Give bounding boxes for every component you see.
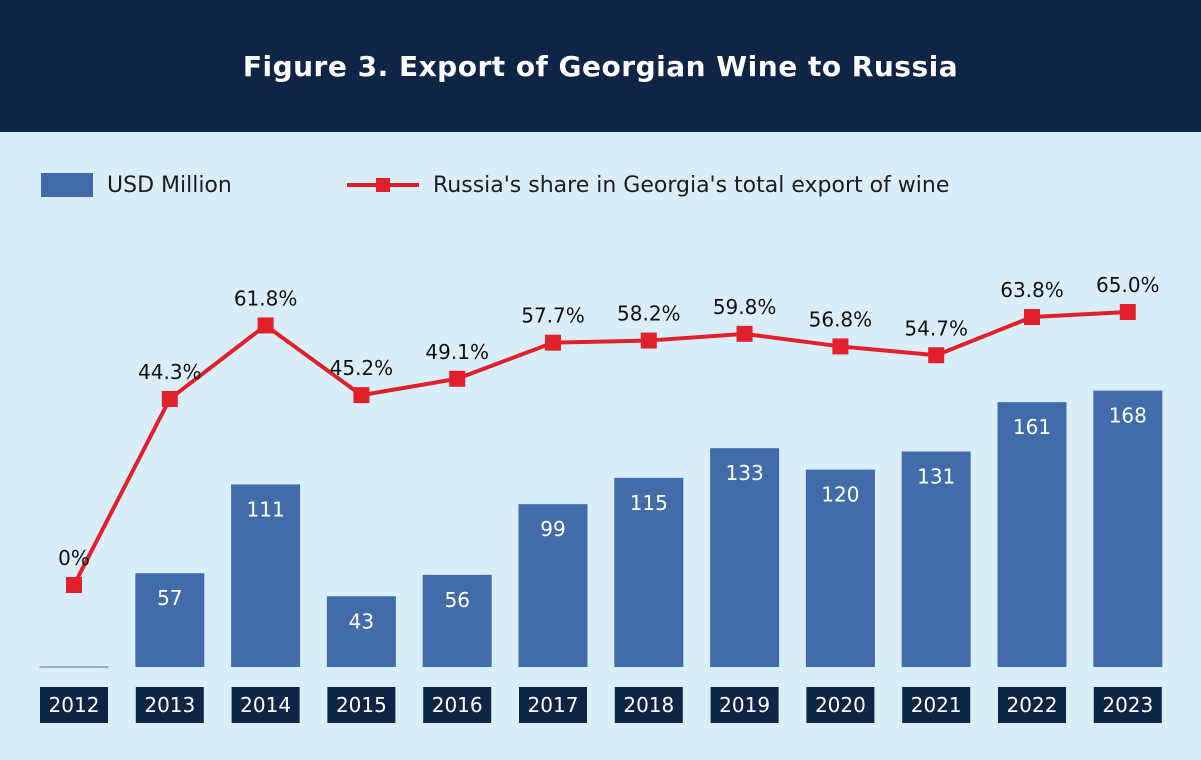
share-label-2014: 61.8%: [234, 286, 298, 310]
year-box-2012: [40, 687, 108, 723]
bar-value-label-2013: 57: [157, 586, 182, 610]
legend-bar-swatch: [41, 173, 93, 197]
year-label-2020: 2020: [815, 693, 866, 717]
legend-line-label: Russia's share in Georgia's total export…: [433, 172, 950, 198]
bar-2013: [135, 573, 205, 667]
share-marker-2016: [449, 370, 466, 387]
year-box-2013: [135, 687, 204, 723]
year-label-2016: 2016: [432, 693, 483, 717]
bar-value-label-2014: 111: [247, 497, 285, 521]
bar-2017: [518, 504, 588, 667]
year-label-2012: 2012: [49, 693, 100, 717]
year-box-2015: [327, 687, 396, 723]
year-label-2014: 2014: [240, 693, 291, 717]
share-marker-2021: [928, 347, 945, 364]
share-marker-2015: [353, 387, 370, 404]
share-line: [72, 310, 1128, 586]
year-box-2023: [1093, 687, 1162, 723]
bar-value-label-2022: 161: [1013, 415, 1051, 439]
share-marker-2012: [66, 577, 82, 593]
bar-2014: [231, 484, 301, 667]
share-label-2018: 58.2%: [617, 302, 681, 326]
year-label-2015: 2015: [336, 693, 387, 717]
year-box-2019: [710, 687, 779, 723]
bar-2019: [710, 448, 780, 667]
bar-value-label-2019: 133: [726, 461, 764, 485]
legend-bar-label: USD Million: [107, 172, 232, 198]
share-marker-2018: [640, 332, 657, 349]
year-label-2022: 2022: [1007, 693, 1058, 717]
share-label-2016: 49.1%: [425, 340, 489, 364]
bar-value-label-2020: 120: [821, 483, 859, 507]
share-marker-2014: [257, 317, 274, 334]
year-label-2013: 2013: [144, 693, 195, 717]
share-label-2012: 0%: [58, 546, 90, 570]
bar-value-label-2016: 56: [444, 588, 469, 612]
share-marker-2022: [1024, 309, 1040, 326]
year-label-2023: 2023: [1102, 693, 1153, 717]
share-label-2023: 65.0%: [1096, 273, 1160, 297]
share-marker-2023: [1119, 304, 1136, 320]
share-label-2013: 44.3%: [138, 360, 202, 384]
share-marker-2017: [545, 334, 561, 351]
year-box-2017: [519, 687, 587, 723]
chart-title: Figure 3. Export of Georgian Wine to Rus…: [242, 49, 959, 83]
chart-header: Figure 3. Export of Georgian Wine to Rus…: [0, 0, 1201, 132]
year-box-2021: [902, 687, 971, 723]
year-box-2016: [423, 687, 492, 723]
year-label-2021: 2021: [911, 693, 962, 717]
bar-2023: [1093, 390, 1163, 667]
bar-value-label-2017: 99: [540, 517, 565, 541]
year-box-2014: [231, 687, 300, 723]
year-box-2018: [614, 687, 683, 723]
bar-2015: [326, 596, 396, 667]
bar-2022: [997, 402, 1067, 667]
bar-2021: [901, 451, 971, 667]
legend-item-line: Russia's share in Georgia's total export…: [347, 170, 949, 200]
share-label-2021: 54.7%: [904, 316, 968, 340]
year-box-2022: [998, 687, 1066, 723]
share-marker-2019: [736, 325, 753, 342]
year-label-2018: 2018: [623, 693, 674, 717]
share-marker-2020: [832, 338, 849, 355]
legend-line-swatch: [347, 173, 419, 197]
bar-2018: [614, 477, 684, 667]
legend: USD Million Russia's share in Georgia's …: [0, 170, 1201, 200]
bar-value-label-2018: 115: [630, 491, 668, 515]
share-label-2017: 57.7%: [521, 304, 585, 328]
year-label-2017: 2017: [528, 693, 579, 717]
share-marker-2013: [161, 390, 178, 407]
bar-2016: [422, 574, 492, 667]
share-label-2020: 56.8%: [809, 307, 873, 331]
bar-value-label-2023: 168: [1109, 404, 1147, 428]
bar-value-label-2015: 43: [349, 609, 374, 633]
bar-2020: [805, 469, 875, 667]
legend-item-bars: USD Million: [41, 170, 232, 200]
bar-value-label-2021: 131: [917, 465, 955, 489]
share-label-2019: 59.8%: [713, 295, 777, 319]
year-label-2019: 2019: [719, 693, 770, 717]
year-box-2020: [806, 687, 875, 723]
share-label-2022: 63.8%: [1000, 278, 1064, 302]
share-label-2015: 45.2%: [330, 356, 394, 380]
